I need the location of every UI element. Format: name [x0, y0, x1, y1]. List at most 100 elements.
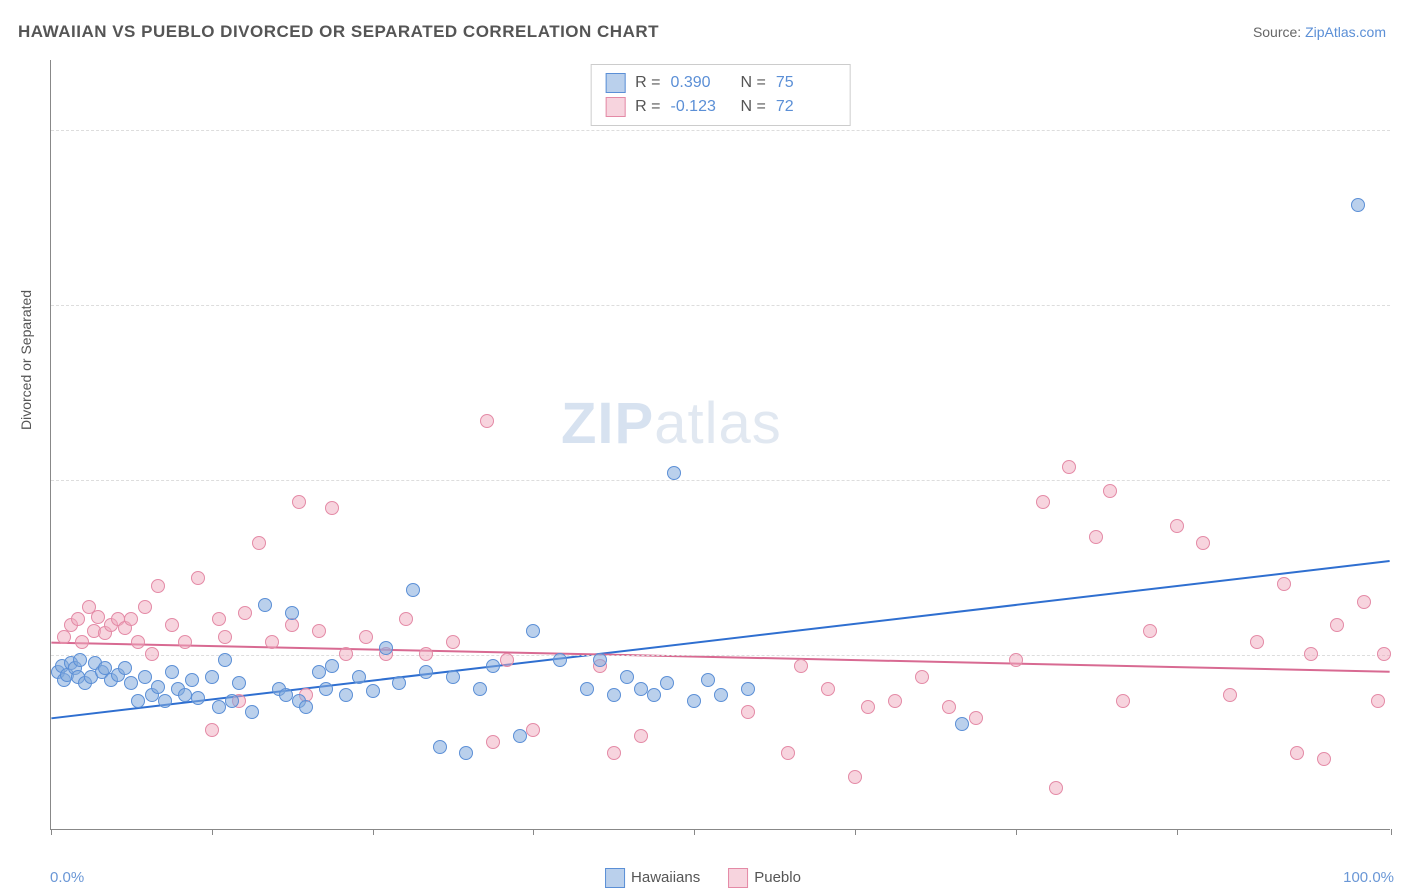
data-point [607, 688, 621, 702]
data-point [701, 673, 715, 687]
data-point [406, 583, 420, 597]
data-point [513, 729, 527, 743]
data-point [178, 635, 192, 649]
data-point [218, 653, 232, 667]
y-tick-label: 45.0% [1397, 297, 1406, 314]
scatter-plot-area: R = 0.390N = 75R = -0.123N = 72 ZIPatlas… [50, 60, 1390, 830]
legend-row: R = -0.123N = 72 [605, 95, 836, 119]
data-point [1116, 694, 1130, 708]
data-point [158, 694, 172, 708]
data-point [553, 653, 567, 667]
x-axis-max: 100.0% [1343, 869, 1394, 886]
data-point [888, 694, 902, 708]
data-point [794, 659, 808, 673]
data-point [319, 682, 333, 696]
chart-title: HAWAIIAN VS PUEBLO DIVORCED OR SEPARATED… [18, 22, 659, 42]
data-point [312, 624, 326, 638]
data-point [205, 723, 219, 737]
data-point [741, 705, 755, 719]
data-point [212, 612, 226, 626]
data-point [1351, 198, 1365, 212]
data-point [75, 635, 89, 649]
legend-swatch [728, 868, 748, 888]
data-point [1371, 694, 1385, 708]
x-tick [533, 829, 534, 835]
trend-line [51, 643, 1389, 672]
data-point [741, 682, 755, 696]
data-point [218, 630, 232, 644]
legend-row: R = 0.390N = 75 [605, 71, 836, 95]
y-tick-label: 30.0% [1397, 472, 1406, 489]
data-point [205, 670, 219, 684]
data-point [861, 700, 875, 714]
data-point [419, 665, 433, 679]
data-point [138, 600, 152, 614]
data-point [265, 635, 279, 649]
data-point [1170, 519, 1184, 533]
legend-item: Hawaiians [605, 868, 700, 888]
data-point [634, 729, 648, 743]
legend-swatch [605, 97, 625, 117]
data-point [225, 694, 239, 708]
data-point [500, 653, 514, 667]
watermark: ZIPatlas [561, 390, 782, 457]
data-point [1089, 530, 1103, 544]
legend-item: Pueblo [728, 868, 801, 888]
data-point [73, 653, 87, 667]
data-point [714, 688, 728, 702]
gridline [51, 305, 1390, 306]
data-point [486, 735, 500, 749]
data-point [312, 665, 326, 679]
data-point [145, 647, 159, 661]
x-tick [1391, 829, 1392, 835]
data-point [955, 717, 969, 731]
data-point [131, 694, 145, 708]
data-point [392, 676, 406, 690]
data-point [178, 688, 192, 702]
data-point [1317, 752, 1331, 766]
data-point [1062, 460, 1076, 474]
source-link[interactable]: ZipAtlas.com [1305, 24, 1386, 40]
x-tick [373, 829, 374, 835]
data-point [165, 665, 179, 679]
data-point [848, 770, 862, 784]
data-point [91, 610, 105, 624]
data-point [138, 670, 152, 684]
data-point [480, 414, 494, 428]
data-point [1009, 653, 1023, 667]
data-point [379, 641, 393, 655]
data-point [647, 688, 661, 702]
data-point [366, 684, 380, 698]
data-point [821, 682, 835, 696]
data-point [446, 670, 460, 684]
source-label: Source: ZipAtlas.com [1253, 24, 1386, 40]
y-axis-label: Divorced or Separated [18, 290, 34, 430]
data-point [252, 536, 266, 550]
gridline [51, 130, 1390, 131]
data-point [71, 612, 85, 626]
data-point [124, 612, 138, 626]
data-point [1377, 647, 1391, 661]
data-point [634, 682, 648, 696]
data-point [781, 746, 795, 760]
legend-swatch [605, 73, 625, 93]
data-point [118, 661, 132, 675]
x-tick [855, 829, 856, 835]
data-point [124, 676, 138, 690]
data-point [1143, 624, 1157, 638]
data-point [339, 647, 353, 661]
data-point [419, 647, 433, 661]
data-point [1290, 746, 1304, 760]
data-point [399, 612, 413, 626]
data-point [969, 711, 983, 725]
data-point [593, 653, 607, 667]
data-point [292, 495, 306, 509]
data-point [1196, 536, 1210, 550]
data-point [238, 606, 252, 620]
data-point [165, 618, 179, 632]
x-tick [1177, 829, 1178, 835]
data-point [1250, 635, 1264, 649]
data-point [151, 579, 165, 593]
data-point [1036, 495, 1050, 509]
data-point [446, 635, 460, 649]
